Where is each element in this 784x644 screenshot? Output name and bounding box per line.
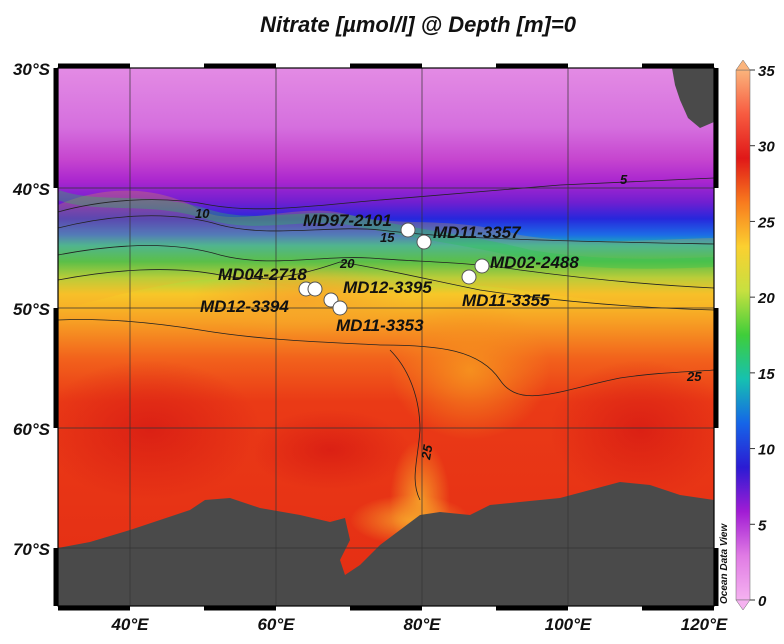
lat-label: 40°S bbox=[12, 180, 51, 199]
station-label: MD11-3353 bbox=[336, 316, 424, 335]
graticule bbox=[58, 68, 714, 606]
lat-label: 70°S bbox=[13, 540, 51, 559]
station-marker[interactable] bbox=[332, 300, 348, 316]
lon-label: 80°E bbox=[403, 615, 441, 634]
map-frame bbox=[53, 63, 719, 611]
contour-label-25: 25 bbox=[418, 443, 436, 462]
colorbar-tick-label: 20 bbox=[757, 290, 775, 307]
lon-label: 100°E bbox=[545, 615, 592, 634]
contour-label-25: 25 bbox=[686, 369, 702, 384]
contour-label-20: 20 bbox=[339, 256, 355, 271]
colorbar-tick-label: 30 bbox=[758, 139, 775, 156]
lat-label: 30°S bbox=[13, 60, 51, 79]
station-marker[interactable] bbox=[416, 234, 432, 250]
colorbar: 35 30 25 20 15 10 5 0 bbox=[735, 59, 775, 611]
chart-title: Nitrate [µmol/l] @ Depth [m]=0 bbox=[260, 12, 577, 37]
station-label: MD04-2718 bbox=[218, 265, 307, 284]
station-label: MD11-3357 bbox=[433, 223, 522, 242]
latitude-labels: 30°S 40°S 50°S 60°S 70°S bbox=[12, 60, 51, 559]
colorbar-tick-label: 0 bbox=[758, 593, 767, 610]
colorbar-tick-label: 35 bbox=[758, 63, 775, 80]
contour-label-10: 10 bbox=[195, 206, 210, 221]
colorbar-tick-label: 15 bbox=[758, 366, 775, 383]
colorbar-tick-label: 10 bbox=[758, 442, 775, 459]
station-labels: MD97-2101 MD11-3357 MD02-2488 MD11-3355 … bbox=[200, 211, 579, 335]
colorbar-tick-label: 25 bbox=[757, 214, 775, 231]
lat-label: 60°S bbox=[13, 420, 51, 439]
lon-label: 40°E bbox=[110, 615, 149, 634]
station-marker[interactable] bbox=[461, 269, 477, 285]
longitude-labels: 40°E 60°E 80°E 100°E 120°E bbox=[110, 615, 727, 634]
contour-lines bbox=[58, 177, 714, 501]
lon-label: 60°E bbox=[257, 615, 295, 634]
station-label: MD02-2488 bbox=[490, 253, 579, 272]
colorbar-bottom-arrow bbox=[735, 599, 751, 611]
station-label: MD12-3395 bbox=[343, 278, 432, 297]
land-mask bbox=[58, 68, 714, 606]
lat-label: 50°S bbox=[13, 300, 51, 319]
nitrate-field bbox=[58, 68, 714, 606]
station-label: MD12-3394 bbox=[200, 297, 289, 316]
station-label: MD97-2101 bbox=[303, 211, 392, 230]
odv-watermark: Ocean Data View bbox=[719, 523, 730, 604]
contour-label-15: 15 bbox=[380, 230, 395, 245]
station-marker[interactable] bbox=[400, 222, 416, 238]
station-markers bbox=[298, 222, 490, 316]
station-marker[interactable] bbox=[474, 258, 490, 274]
contour-label-5: 5 bbox=[620, 172, 628, 187]
colorbar-top-arrow bbox=[735, 59, 751, 71]
station-marker[interactable] bbox=[307, 281, 323, 297]
lon-label: 120°E bbox=[681, 615, 728, 634]
station-label: MD11-3355 bbox=[462, 291, 550, 310]
colorbar-gradient bbox=[735, 69, 751, 601]
colorbar-tick-label: 5 bbox=[758, 517, 767, 534]
